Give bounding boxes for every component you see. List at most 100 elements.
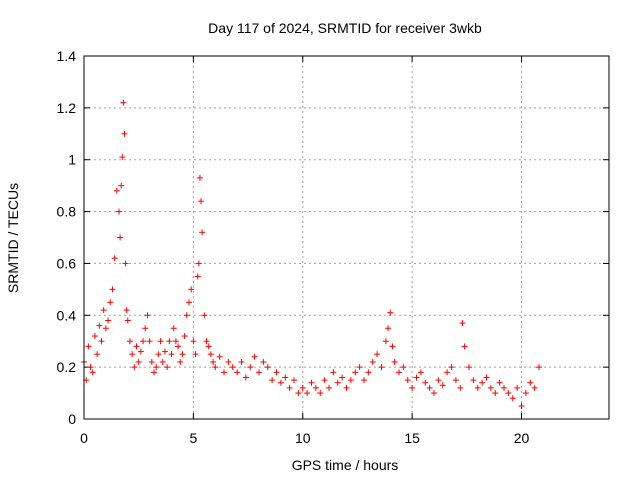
data-point [203,338,210,345]
data-point [470,377,477,384]
data-point [426,384,433,391]
data-point [326,384,332,391]
data-point [170,325,177,332]
data-point [119,154,126,161]
data-point [291,377,297,384]
data-point [378,364,385,371]
data-point [157,338,164,345]
data-point [317,390,324,397]
data-point [295,390,302,397]
data-point [146,338,153,345]
data-point [201,312,208,319]
data-point [409,384,416,391]
data-point [339,374,346,381]
data-point [536,364,542,371]
y-tick-label: 0 [68,411,76,427]
data-point [205,343,212,350]
data-point [117,234,124,241]
data-point [483,374,490,381]
data-point [347,377,354,384]
data-point [527,379,534,386]
data-point [514,384,521,391]
data-point [251,353,258,360]
data-point [96,322,103,329]
data-point [175,343,182,350]
data-point [172,338,179,345]
data-point [181,333,188,340]
data-point [190,338,197,345]
data-point [404,377,411,384]
data-point [356,364,363,371]
y-tick-label: 0.6 [57,255,77,271]
data-points [81,99,542,410]
data-point [374,351,381,358]
data-point [496,379,503,386]
data-point [461,343,468,350]
x-tick-label: 0 [80,430,88,446]
data-point [94,351,101,358]
data-point [144,312,151,319]
data-point [100,307,107,314]
data-point [466,364,472,371]
data-point [123,307,130,314]
data-point [210,358,217,365]
data-point [87,364,94,371]
data-point [361,377,367,384]
data-point [487,384,494,391]
data-point [492,390,499,397]
data-point [229,364,236,371]
data-point [304,390,311,397]
data-point [444,369,451,376]
data-point [98,338,105,345]
data-point [256,369,262,376]
data-point [448,364,455,371]
data-point [121,130,128,137]
data-point [188,286,195,293]
data-point [308,379,315,386]
data-point [282,374,289,381]
data-point [269,377,276,384]
data-point [312,384,319,391]
data-point [286,384,293,391]
data-point [207,351,214,358]
data-point [417,369,424,376]
grid [84,56,609,419]
data-point [111,255,118,262]
data-point [459,320,466,327]
data-point [431,390,437,397]
data-point [91,333,98,340]
data-point [159,358,166,365]
data-point [531,384,538,391]
data-point [135,358,142,365]
data-point [179,351,186,358]
data-point [133,343,140,350]
data-point [225,358,232,365]
data-point [260,358,267,365]
data-point [198,198,205,205]
data-point [365,369,372,376]
data-point [518,403,525,410]
data-point [105,317,112,324]
data-point [247,364,254,371]
data-point [457,384,464,391]
data-point [369,358,376,365]
data-point [330,369,337,376]
data-point [113,187,120,194]
data-point [387,309,394,316]
axis-ticks: 0 0.2 0.4 0.6 0.8 1 1.2 1.4 0 5 10 15 20 [57,48,609,446]
data-point [153,364,160,371]
data-point [413,374,420,381]
data-point [389,343,396,350]
data-point [422,379,429,386]
data-point [501,384,507,391]
data-point [151,369,157,376]
data-point [131,364,138,371]
data-point [452,377,459,384]
data-point [273,369,280,376]
data-point [264,364,271,371]
data-point [277,379,284,386]
chart-title: Day 117 of 2024, SRMTID for receiver 3wk… [208,20,482,36]
data-point [168,351,175,358]
data-point [166,338,173,345]
